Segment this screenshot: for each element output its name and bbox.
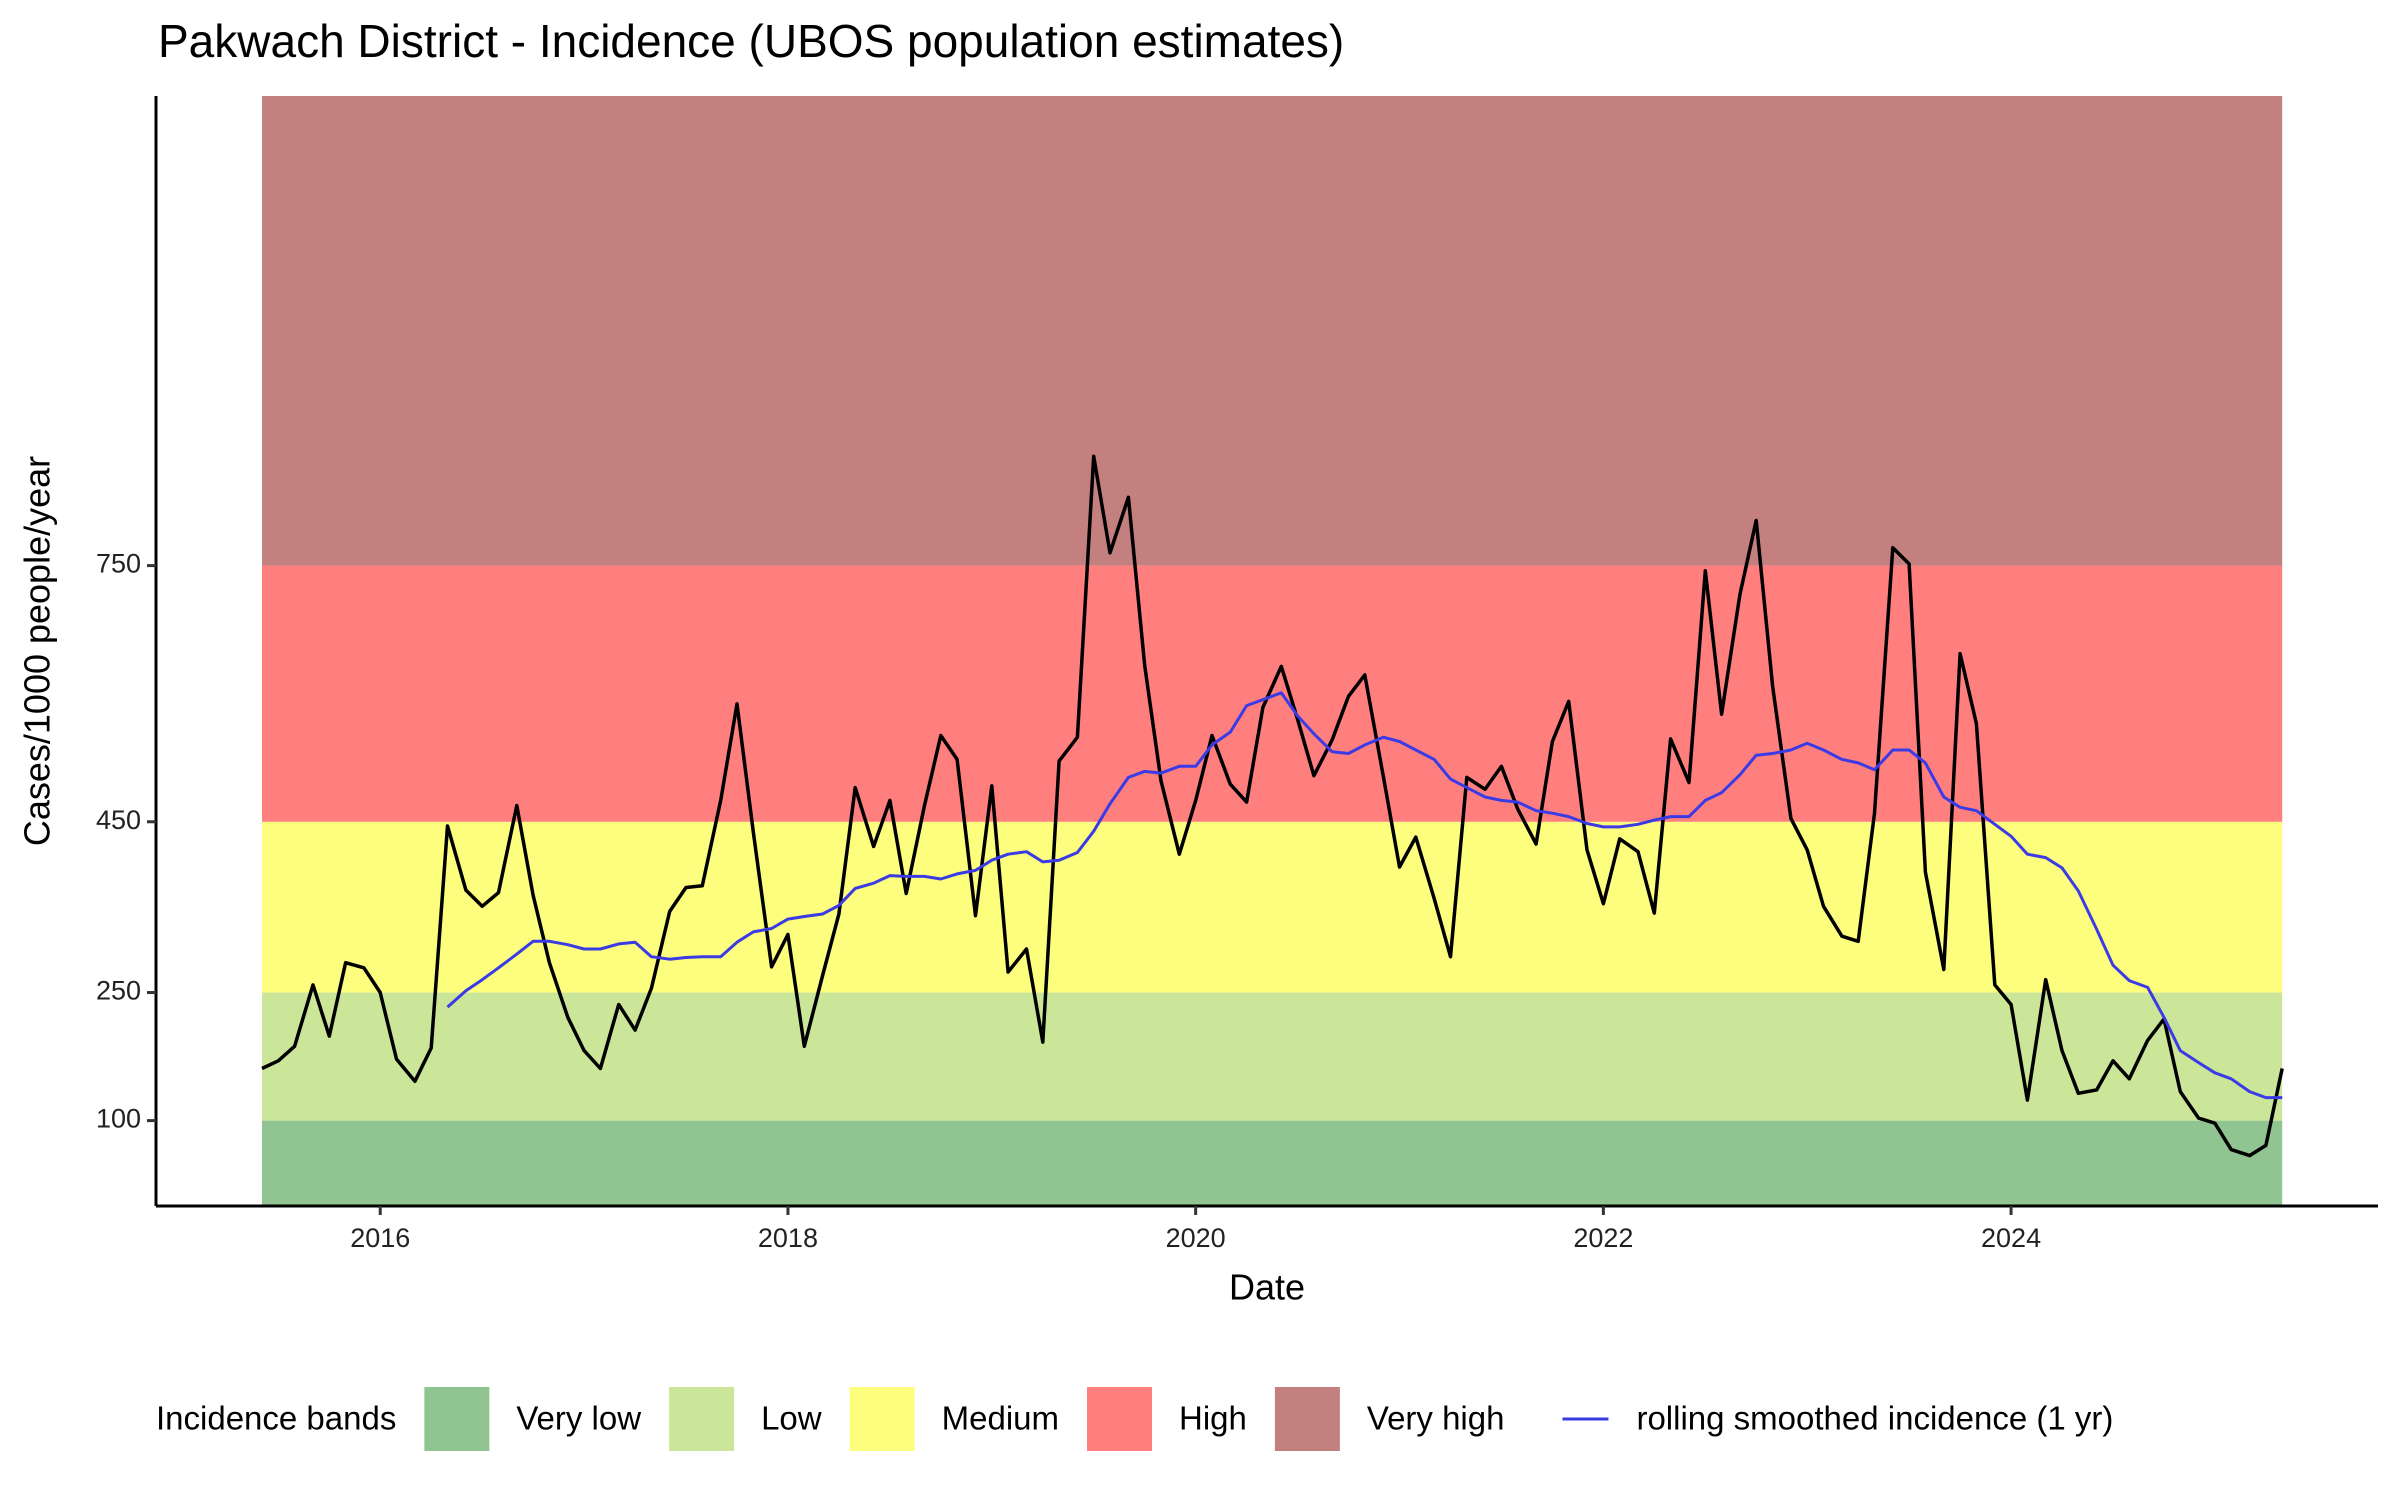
legend-swatch [849, 1387, 915, 1451]
legend-label: High [1179, 1400, 1247, 1437]
x-tick-label: 2022 [1573, 1223, 1633, 1253]
legend-title: Incidence bands [156, 1400, 396, 1437]
band [262, 1120, 2283, 1206]
legend-label: rolling smoothed incidence (1 yr) [1636, 1400, 2113, 1437]
series-line [446, 691, 2283, 1100]
y-tick-label: 450 [96, 805, 141, 835]
legend-label: Very high [1367, 1400, 1505, 1437]
y-axis-title: Cases/1000 people/year [17, 456, 58, 846]
series-line [261, 454, 2284, 1158]
legend-swatch [669, 1387, 735, 1451]
chart-title: Pakwach District - Incidence (UBOS popul… [158, 15, 1344, 67]
plot-area: 100 250 450 750 2016 2018 2020 2022 2024 [96, 96, 2378, 1253]
x-tick-label: 2018 [758, 1223, 818, 1253]
x-tick-label: 2016 [350, 1223, 410, 1253]
band [262, 992, 2283, 1121]
y-tick-label: 100 [96, 1104, 141, 1134]
band [262, 96, 2283, 566]
legend-label: Very low [516, 1400, 641, 1437]
legend-swatch [1087, 1387, 1152, 1451]
legend-label: Medium [942, 1400, 1059, 1437]
legend: Incidence bands Very low Low Medium High Very… [156, 1387, 2113, 1451]
x-axis-title: Date [1229, 1267, 1305, 1308]
legend-swatch [1274, 1387, 1340, 1451]
legend-label: Low [761, 1400, 822, 1437]
y-tick-label: 250 [96, 976, 141, 1006]
y-tick-label: 750 [96, 549, 141, 579]
legend-swatch [424, 1387, 490, 1451]
x-tick-label: 2020 [1166, 1223, 1226, 1253]
x-tick-label: 2024 [1981, 1223, 2041, 1253]
band [262, 565, 2283, 822]
band [262, 821, 2283, 993]
